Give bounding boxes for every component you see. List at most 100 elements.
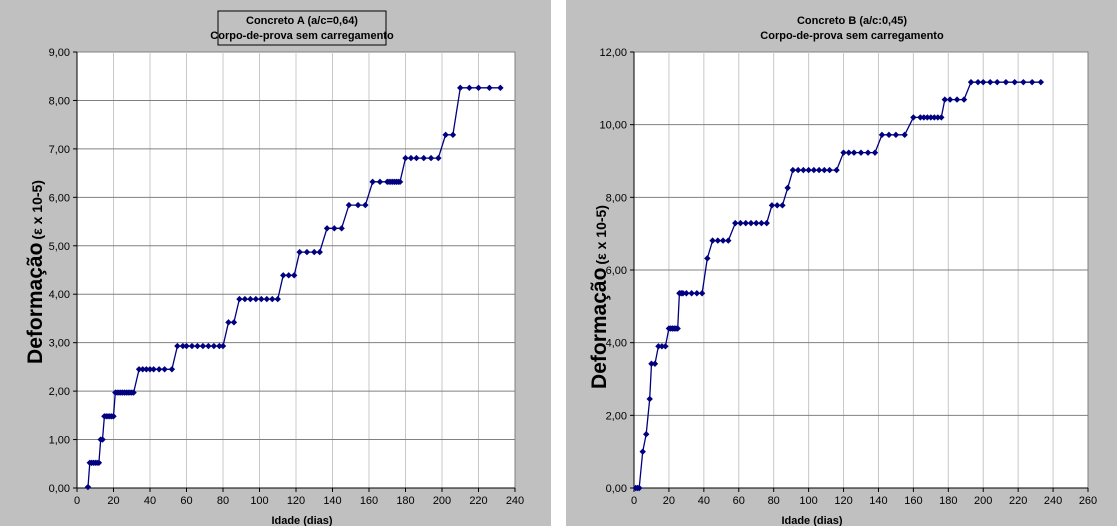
- data-point: [161, 366, 168, 373]
- data-point: [885, 131, 893, 139]
- data-point: [110, 413, 117, 420]
- y-axis-label-unit: (ε x 10-5): [29, 180, 45, 240]
- x-tick-label: 180: [939, 495, 957, 507]
- data-point: [316, 248, 323, 256]
- y-tick-label: 4,00: [49, 289, 70, 301]
- data-point: [331, 225, 338, 232]
- data-point: [737, 219, 744, 227]
- y-tick-label: 2,00: [606, 410, 627, 422]
- data-point: [247, 295, 254, 303]
- data-point: [311, 248, 318, 256]
- data-point: [219, 342, 227, 350]
- data-point: [420, 154, 427, 162]
- x-tick-label: 240: [1044, 495, 1062, 507]
- x-tick-label: 20: [107, 495, 119, 507]
- x-tick-label: 160: [904, 495, 922, 507]
- data-point: [457, 84, 464, 92]
- data-point: [269, 295, 276, 303]
- data-point: [183, 342, 190, 350]
- data-point: [285, 272, 292, 279]
- y-tick-label: 8,00: [606, 192, 627, 204]
- y-tick-label: 0,00: [49, 483, 70, 495]
- data-point: [758, 219, 765, 227]
- data-point: [967, 78, 975, 86]
- data-point: [205, 342, 212, 350]
- y-axis-label-main: Deformação: [588, 268, 611, 389]
- data-point: [878, 131, 886, 139]
- x-tick-label: 80: [217, 495, 229, 507]
- y-tick-label: 9,00: [49, 47, 70, 59]
- data-point: [871, 149, 879, 156]
- x-tick-label: 160: [360, 495, 378, 507]
- data-point: [435, 154, 442, 162]
- chart-b-svg: 0 20 40 60 80 100 120 140 160 180 200 220 240 260 0,00…: [588, 15, 1097, 526]
- data-point: [826, 166, 833, 174]
- data-point: [864, 149, 872, 156]
- x-axis-label: Idade (dias): [781, 515, 842, 526]
- y-tick-label: 2,00: [49, 386, 70, 398]
- data-point: [833, 166, 840, 174]
- data-point: [146, 366, 154, 373]
- data-point: [345, 201, 353, 209]
- data-point: [486, 84, 493, 92]
- data-point: [274, 295, 281, 303]
- x-tick-label: 60: [180, 495, 192, 507]
- data-point: [296, 248, 303, 256]
- data-point: [252, 295, 260, 303]
- data-point: [150, 366, 157, 373]
- data-point: [194, 342, 201, 350]
- data-point: [892, 131, 900, 139]
- data-point: [84, 483, 92, 491]
- x-tick-label: 140: [323, 495, 341, 507]
- x-tick-label: 200: [433, 495, 451, 507]
- data-point: [179, 342, 187, 350]
- y-tick-label: 3,00: [49, 338, 70, 350]
- data-point: [953, 96, 961, 103]
- data-point: [850, 149, 858, 156]
- data-point: [369, 178, 376, 186]
- x-tick-label: 260: [1079, 495, 1097, 507]
- chart-a-svg: 0 20 40 60 80 100 120 140 160 180 200 220 240 0,00 1,0…: [24, 10, 524, 526]
- data-point: [236, 295, 243, 303]
- data-point: [241, 295, 249, 303]
- y-tick-label: 4,00: [606, 338, 627, 350]
- data-point: [1002, 78, 1010, 86]
- x-tick-label: 80: [768, 495, 780, 507]
- data-point: [413, 154, 420, 162]
- x-tick-label: 120: [834, 495, 852, 507]
- y-tick-label: 7,00: [49, 144, 70, 156]
- y-tick-label: 12,00: [599, 47, 627, 59]
- data-point: [475, 84, 482, 92]
- data-point: [946, 96, 954, 103]
- y-axis-label: Deformação (ε x 10-5): [24, 180, 47, 364]
- y-tick-label: 6,00: [49, 192, 70, 204]
- data-point: [99, 436, 106, 443]
- data-point: [174, 342, 181, 350]
- data-point: [396, 178, 404, 186]
- data-point: [338, 225, 345, 232]
- data-point: [376, 178, 384, 186]
- data-point: [466, 84, 473, 92]
- x-tick-label: 0: [631, 495, 637, 507]
- y-tick-label: 5,00: [49, 241, 70, 253]
- data-point: [263, 295, 270, 303]
- x-tick-label: 0: [74, 495, 80, 507]
- data-point: [427, 154, 435, 162]
- chart-subtitle: Corpo-de-prova sem carregamento: [760, 30, 944, 42]
- data-point: [258, 295, 265, 303]
- data-point: [857, 149, 865, 156]
- y-tick-label: 10,00: [599, 120, 627, 132]
- x-tick-label: 120: [287, 495, 305, 507]
- data-point: [210, 342, 218, 350]
- x-tick-label: 180: [396, 495, 414, 507]
- data-point: [290, 272, 298, 279]
- data-point: [636, 484, 643, 492]
- x-tick-label: 60: [733, 495, 745, 507]
- data-point: [655, 343, 662, 350]
- chart-panel-a: 0 20 40 60 80 100 120 140 160 180 200 220 240 0,00 1,0…: [0, 0, 551, 526]
- x-tick-label: 40: [698, 495, 710, 507]
- y-axis-label: Deformação (ε x 10-5): [588, 205, 611, 389]
- data-point: [139, 366, 146, 373]
- y-axis-label-unit: (ε x 10-5): [593, 205, 609, 265]
- x-tick-label: 220: [469, 495, 487, 507]
